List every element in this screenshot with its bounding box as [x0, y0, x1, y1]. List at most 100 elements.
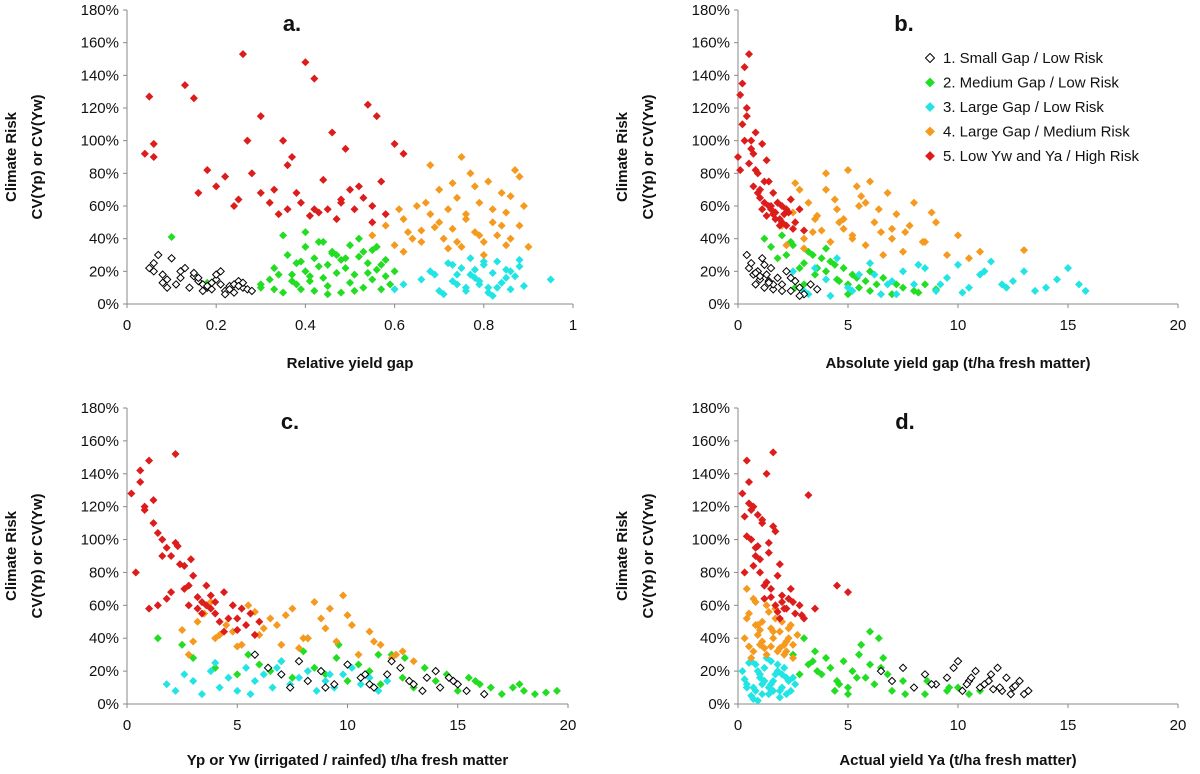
data-point [740, 568, 749, 577]
data-point [753, 510, 762, 519]
data-point [479, 689, 489, 699]
data-point [360, 670, 370, 679]
data-point [865, 177, 875, 186]
y-tick-label: 20% [700, 263, 730, 280]
data-point [843, 166, 853, 175]
data-point [764, 538, 773, 547]
data-point [162, 680, 171, 689]
data-point [788, 598, 798, 607]
data-point [376, 680, 385, 689]
data-point [296, 285, 305, 294]
data-point [390, 241, 399, 250]
data-point [791, 609, 800, 618]
data-point [243, 284, 252, 294]
data-point [250, 650, 260, 659]
data-point [461, 286, 470, 295]
data-point [519, 201, 528, 211]
data-point [742, 112, 751, 121]
data-point [746, 258, 756, 268]
legend: 1. Small Gap / Low Risk 2. Medium Gap / L… [924, 50, 1139, 165]
data-point [1008, 277, 1018, 286]
y-tick-label: 0% [708, 296, 730, 313]
data-point [898, 676, 908, 686]
data-point [420, 663, 429, 672]
data-point [193, 593, 202, 602]
data-point [762, 601, 771, 610]
data-point [740, 63, 749, 72]
data-point [813, 667, 822, 676]
data-point [736, 90, 745, 99]
data-point [758, 139, 767, 148]
data-point [479, 257, 488, 266]
data-point [435, 683, 445, 692]
data-point [958, 686, 967, 696]
y-tick-label: 160% [81, 433, 119, 450]
y-tick-label: 0% [97, 296, 119, 313]
data-point [255, 617, 264, 626]
data-point [766, 657, 776, 666]
data-point [493, 231, 502, 240]
data-point [377, 177, 386, 186]
data-point [219, 627, 229, 636]
data-point [341, 254, 350, 263]
data-point [749, 561, 758, 570]
data-point [272, 663, 281, 672]
data-point [408, 234, 417, 243]
data-point [887, 234, 897, 243]
data-point [215, 683, 224, 692]
data-point [372, 265, 381, 274]
panel-a: 0% 20% 40% 60% 80% 100% 120% 140% 160% 180% 0 0.2 0.… [3, 2, 577, 372]
data-point [788, 653, 798, 662]
data-point [265, 275, 274, 284]
data-point [422, 673, 432, 682]
data-point [127, 489, 136, 498]
data-point [782, 241, 791, 250]
x-tick-label: 0.6 [384, 317, 405, 334]
data-point [350, 286, 359, 295]
data-point [319, 237, 328, 246]
data-point [359, 283, 368, 292]
data-point [515, 255, 524, 264]
data-point [755, 568, 765, 577]
data-point [303, 676, 313, 686]
data-point [277, 640, 286, 649]
data-point [782, 250, 791, 260]
data-point [742, 584, 751, 593]
data-point [448, 277, 457, 286]
data-point [769, 188, 778, 197]
data-point [786, 237, 795, 246]
data-point [259, 670, 268, 679]
data-point [777, 670, 787, 679]
data-point [760, 663, 769, 672]
data-point [909, 683, 919, 692]
data-point [506, 267, 515, 276]
legend-marker [924, 52, 936, 64]
data-point [354, 234, 363, 243]
y-tick-label: 100% [692, 133, 730, 150]
data-point [749, 683, 758, 692]
data-point [229, 280, 239, 289]
data-point [821, 267, 831, 276]
data-point [277, 657, 286, 666]
data-point [760, 198, 769, 207]
data-point [808, 228, 817, 237]
data-point [303, 667, 312, 676]
data-point [861, 198, 870, 207]
data-point [145, 456, 154, 465]
data-point [986, 257, 996, 266]
data-point [391, 650, 401, 659]
data-point [986, 670, 996, 679]
data-point [502, 265, 511, 274]
x-tick-label: 20 [1170, 717, 1187, 734]
panel-title: b. [894, 11, 914, 36]
data-point [865, 627, 875, 636]
data-point [771, 215, 780, 224]
data-point [347, 621, 356, 630]
data-point [747, 505, 756, 514]
data-point [914, 260, 923, 269]
y-axis-label-line1: Climate Risk [3, 111, 20, 202]
data-point [301, 58, 310, 67]
data-point [180, 263, 190, 273]
data-point [918, 237, 927, 246]
panel-title: c. [281, 409, 299, 434]
